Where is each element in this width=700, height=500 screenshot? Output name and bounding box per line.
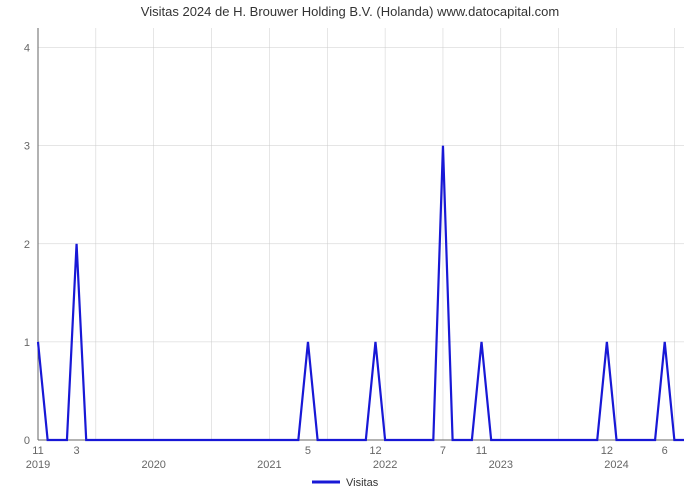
x-year-label: 2022 bbox=[373, 459, 397, 471]
x-year-label: 2020 bbox=[141, 459, 165, 471]
x-point-label: 3 bbox=[74, 445, 80, 457]
y-tick-label: 3 bbox=[24, 141, 30, 153]
x-point-label: 5 bbox=[305, 445, 311, 457]
x-year-label: 2019 bbox=[26, 459, 50, 471]
y-tick-label: 4 bbox=[24, 43, 30, 55]
x-point-label: 12 bbox=[369, 445, 381, 457]
y-tick-label: 1 bbox=[24, 337, 30, 349]
x-year-label: 2021 bbox=[257, 459, 281, 471]
x-point-label: 11 bbox=[32, 445, 43, 457]
y-tick-label: 2 bbox=[24, 239, 30, 251]
x-point-label: 7 bbox=[440, 445, 446, 457]
y-tick-label: 0 bbox=[24, 435, 30, 447]
legend-label: Visitas bbox=[346, 477, 379, 489]
x-point-label: 6 bbox=[662, 445, 668, 457]
chart-bg bbox=[0, 0, 700, 500]
line-chart: 0123411351271112620192020202120222023202… bbox=[0, 0, 700, 500]
x-year-label: 2023 bbox=[489, 459, 513, 471]
x-year-label: 2024 bbox=[604, 459, 628, 471]
x-point-label: 12 bbox=[601, 445, 613, 457]
chart-title: Visitas 2024 de H. Brouwer Holding B.V. … bbox=[141, 4, 559, 19]
chart-container: 0123411351271112620192020202120222023202… bbox=[0, 0, 700, 500]
x-point-label: 11 bbox=[476, 445, 487, 457]
